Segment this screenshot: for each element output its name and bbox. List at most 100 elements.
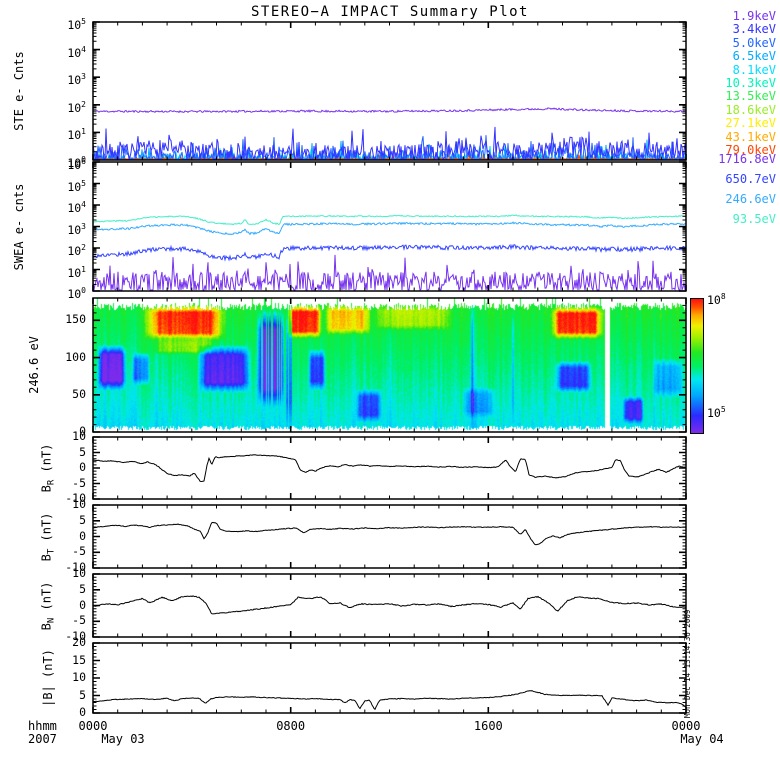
legend-item: 10.3keV	[725, 76, 776, 90]
x-tick-label: 0000	[78, 719, 108, 733]
legend-item: 1.9keV	[732, 9, 776, 23]
b_mag-panel	[92, 642, 687, 714]
x-tick-label: 1600	[473, 719, 503, 733]
legend-item: 3.4keV	[732, 22, 776, 37]
axis-minor-ticks	[93, 643, 686, 713]
y-tick-label: 5	[79, 444, 86, 459]
panel-ylabel: SWEA e- cnts	[12, 183, 26, 270]
legend-item: 43.1keV	[725, 129, 776, 144]
legend-item: 93.5eV	[732, 212, 776, 226]
series-|B|	[92, 690, 687, 711]
y-tick-label: 5	[79, 512, 86, 527]
panel-ylabel: STE e- Cnts	[12, 51, 26, 131]
y-tick-label: -10	[65, 560, 86, 574]
pad-246eV-axes	[92, 297, 687, 433]
y-tick-label: 100	[65, 349, 86, 364]
panel-border	[92, 297, 687, 433]
axis-major-ticks	[92, 642, 687, 714]
legend-item: 6.5keV	[732, 49, 776, 64]
axis-major-ticks	[92, 161, 687, 292]
y-tick-label: 10	[72, 670, 86, 684]
axis-major-ticks	[92, 504, 687, 569]
y-tick-label: -10	[65, 491, 86, 505]
legend-item: 650.7eV	[725, 172, 776, 186]
series-1716.8eV	[92, 254, 687, 292]
axis-minor-ticks	[93, 437, 686, 499]
legend-item: 246.6eV	[725, 192, 776, 206]
y-tick-label: 102	[67, 243, 86, 258]
y-tick-label: 104	[67, 44, 86, 60]
y-tick-label: 0	[79, 705, 86, 719]
axis-major-ticks	[92, 298, 687, 433]
y-tick-label: 5	[79, 581, 86, 596]
y-tick-label: 101	[67, 127, 86, 143]
b_t-panel	[92, 504, 687, 569]
spectrogram-canvas	[93, 298, 686, 432]
y-tick-label: 150	[65, 312, 86, 327]
legend-item: 18.6keV	[725, 102, 776, 117]
legend-item: 27.1keV	[725, 116, 776, 131]
legend-item: 8.1keV	[732, 62, 776, 77]
colorbar-max-label: 108	[707, 292, 726, 307]
panel-border	[92, 436, 687, 500]
axis-minor-ticks	[93, 297, 686, 432]
x-date-label: May 03	[101, 732, 145, 746]
colorbar-min-label: 105	[707, 405, 726, 420]
series-650.7eV	[92, 243, 687, 262]
legend-item: 5.0keV	[732, 35, 776, 50]
panel-border	[92, 573, 687, 638]
axis-minor-ticks	[93, 162, 686, 291]
axis-minor-ticks	[93, 505, 686, 568]
panel-border	[92, 642, 687, 714]
colorbar	[690, 298, 704, 434]
y-tick-label: 101	[67, 264, 86, 280]
legend-item: 13.5keV	[725, 89, 776, 104]
axis-major-ticks	[92, 573, 687, 638]
x-date-label: May 04	[680, 732, 724, 746]
y-tick-label: 50	[72, 386, 86, 401]
panel-ylabel: BT (nT)	[39, 512, 57, 561]
y-tick-label: 10	[72, 497, 86, 511]
axis-minor-ticks	[93, 574, 686, 637]
axis-major-ticks	[92, 21, 687, 161]
panel-border	[92, 161, 687, 292]
y-tick-label: -5	[72, 613, 86, 628]
axis-major-ticks	[92, 436, 687, 500]
xaxis-year-label: 2007	[28, 732, 57, 746]
y-tick-label: -5	[72, 544, 86, 559]
series-B_R	[92, 454, 687, 483]
series-93.5eV	[92, 214, 687, 226]
y-tick-label: 102	[67, 99, 86, 115]
y-tick-label: -5	[72, 475, 86, 490]
legend-item: 79.0keV	[725, 143, 776, 157]
series-B_N	[92, 595, 687, 615]
x-tick-label: 0000	[671, 719, 701, 733]
y-tick-label: 105	[67, 17, 86, 32]
legend-item: 1716.8eV	[718, 152, 776, 166]
y-tick-label: 10	[72, 429, 86, 443]
x-tick-label: 0800	[276, 719, 306, 733]
y-tick-label: 100	[67, 155, 86, 170]
b_r-panel	[92, 436, 687, 500]
swea-panel	[92, 161, 687, 292]
y-tick-label: 0	[79, 597, 86, 612]
series-1.9keV	[93, 107, 687, 114]
series-246.6eV	[92, 221, 687, 236]
y-tick-label: 104	[67, 200, 86, 215]
panel-ylabel: 246.6 eV	[27, 336, 41, 394]
plot-title: STEREO−A IMPACT Summary Plot	[250, 4, 529, 20]
y-tick-label: 0	[79, 424, 86, 438]
panel-ylabel: BN (nT)	[39, 581, 57, 630]
b_n-panel	[92, 573, 687, 638]
y-tick-label: 0	[79, 528, 86, 543]
series-B_T	[92, 521, 687, 546]
y-tick-label: 103	[67, 221, 86, 237]
y-tick-label: 5	[79, 687, 86, 702]
xaxis-format-label: hhmm	[28, 719, 57, 733]
panel-border	[92, 504, 687, 569]
y-tick-label: 20	[72, 635, 86, 649]
y-tick-label: 103	[67, 72, 86, 88]
panel-ylabel: BR (nT)	[39, 443, 57, 493]
axis-minor-ticks	[93, 22, 686, 160]
